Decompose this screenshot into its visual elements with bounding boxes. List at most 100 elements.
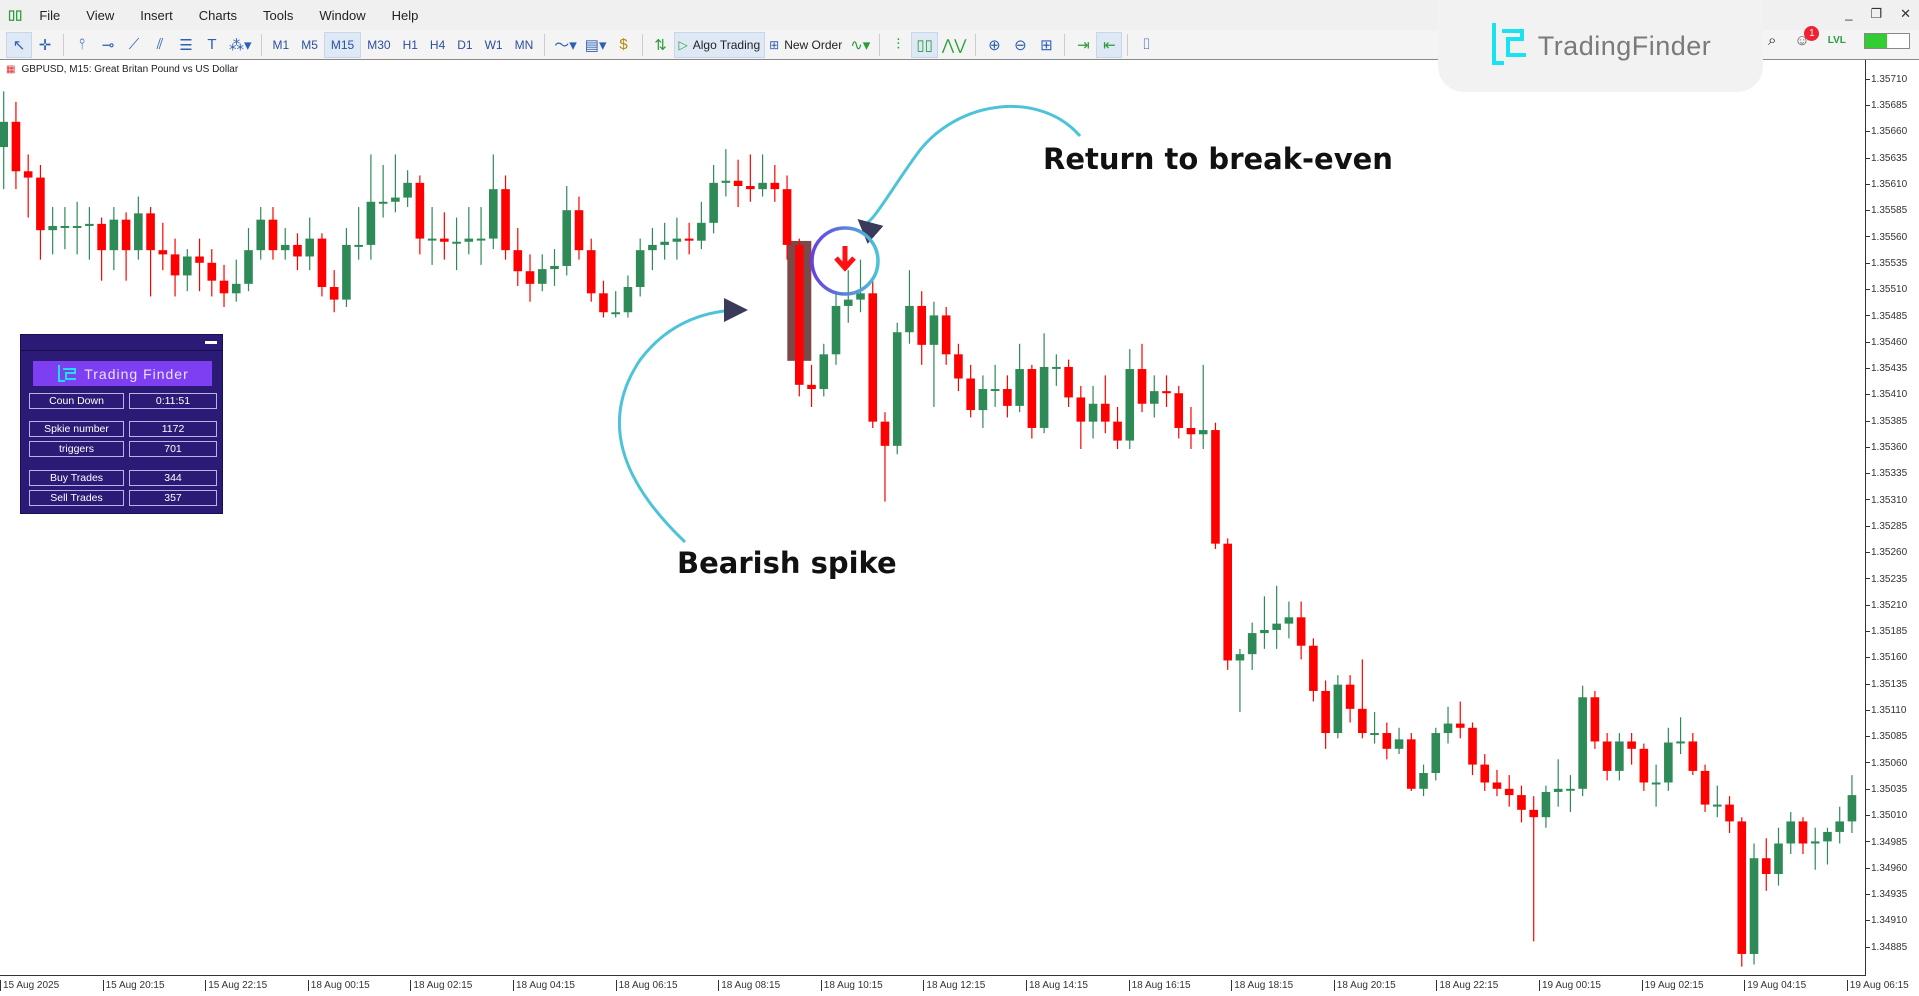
price-chart[interactable]: ▦ GBPUSD, M15: Great Britan Pound vs US …	[0, 60, 1866, 976]
divider	[260, 33, 262, 56]
candle	[586, 238, 596, 302]
candle	[415, 175, 425, 255]
minimize-icon[interactable]: _	[1845, 6, 1853, 21]
candle-body	[1088, 403, 1098, 422]
candle	[72, 201, 82, 255]
candle	[305, 217, 314, 271]
restore-icon[interactable]: ❐	[1870, 6, 1883, 21]
level-icon[interactable]: LVL	[1827, 35, 1846, 46]
close-icon[interactable]: ✕	[1900, 6, 1911, 21]
candle-body	[1517, 795, 1526, 810]
candle	[966, 364, 975, 418]
candle-body	[1553, 788, 1563, 792]
candle-body	[1027, 369, 1037, 428]
crosshair-icon[interactable]: ✛	[38, 36, 52, 54]
menu-insert[interactable]: Insert	[140, 7, 173, 23]
menu-view[interactable]: View	[86, 7, 115, 23]
candlestick-icon[interactable]: ▯▯	[911, 31, 938, 58]
bar-chart-icon[interactable]: ⫶	[896, 36, 901, 53]
candle	[1284, 601, 1294, 639]
minimize-panel-button[interactable]	[205, 341, 217, 344]
price-label: 1.35710	[1866, 74, 1907, 85]
zoom-out-icon[interactable]: ⊖	[1014, 36, 1027, 54]
buy-sell-icon[interactable]: ⇅	[654, 36, 667, 54]
candle-body	[1003, 389, 1012, 406]
chart-list-icon: ▦	[6, 64, 16, 75]
trendline-icon[interactable]: ⟋	[128, 36, 140, 53]
algo-trading-button[interactable]: ▷ Algo Trading	[673, 31, 766, 58]
timeframe-m1[interactable]: M1	[272, 37, 290, 52]
candle	[746, 154, 755, 202]
timeframe-m30[interactable]: M30	[367, 37, 391, 52]
timeframe-h4[interactable]: H4	[429, 37, 446, 52]
play-icon: ▷	[678, 37, 688, 52]
vertical-line-icon[interactable]: ⫯	[78, 36, 86, 53]
candle	[403, 170, 412, 208]
divider	[641, 33, 643, 56]
candle-body	[158, 250, 168, 255]
new-order-button[interactable]: ⊞ New Order	[765, 32, 846, 58]
notifications-button[interactable]: ☺ 1	[1794, 26, 1820, 49]
channel-icon[interactable]: ⫽	[156, 36, 164, 53]
candle	[121, 212, 131, 281]
line-chart-icon[interactable]: ⋀⋁	[941, 36, 967, 54]
price-label: 1.35660	[1866, 126, 1907, 137]
candle-body	[183, 256, 192, 276]
panel-row-spike-number: Spkie number 1172	[29, 421, 217, 437]
spike-panel[interactable]: Trading Finder Coun Down 0:11:51 Spkie nu…	[20, 334, 223, 514]
timeframe-d1[interactable]: D1	[457, 37, 473, 52]
candle-body	[1676, 741, 1685, 744]
candle	[795, 238, 804, 397]
candle-body	[1198, 430, 1208, 435]
timeframe-w1[interactable]: W1	[484, 37, 503, 52]
price-label: 1.35435	[1866, 363, 1907, 374]
candle-body	[305, 238, 314, 257]
menu-window[interactable]: Window	[319, 7, 366, 23]
templates-icon[interactable]: ▤▾	[584, 36, 607, 54]
timeframe-m5[interactable]: M5	[301, 37, 318, 52]
candle	[1419, 764, 1428, 797]
timeframe-m15[interactable]: M15	[323, 31, 362, 58]
sell-trades-label: Sell Trades	[29, 490, 124, 506]
timeframe-mn[interactable]: MN	[514, 37, 534, 52]
candle	[1823, 827, 1832, 865]
candle-body	[501, 189, 510, 251]
signals-icon[interactable]: ∿▾	[850, 36, 871, 54]
candle-body	[85, 223, 94, 226]
zoom-in-icon[interactable]: ⊕	[988, 36, 1001, 54]
time-axis[interactable]: 15 Aug 2025 15 Aug 20:15 15 Aug 22:15 18 Au…	[0, 976, 1909, 996]
chart-shift-icon[interactable]: ⇤	[1096, 31, 1123, 58]
search-icon[interactable]: ⌕	[1768, 32, 1777, 49]
screenshot-icon[interactable]: ⌷	[1141, 36, 1151, 53]
candle-body	[623, 286, 633, 313]
time-label: 18 Aug 16:15	[1128, 980, 1191, 991]
menu-help[interactable]: Help	[391, 7, 419, 23]
menu-file[interactable]: File	[39, 7, 61, 23]
candle	[1431, 727, 1441, 781]
candle	[537, 254, 547, 292]
autoscroll-icon[interactable]: ⇥	[1077, 36, 1090, 54]
timeframe-h1[interactable]: H1	[402, 37, 418, 52]
price-axis[interactable]: 1.35710 1.35685 1.35660 1.35635 1.35610 1.355…	[1866, 60, 1919, 976]
text-icon[interactable]: T	[207, 36, 217, 53]
dollar-icon[interactable]: $	[619, 36, 628, 53]
candle	[48, 207, 57, 255]
candle	[1517, 785, 1526, 823]
candle	[1027, 364, 1037, 439]
candle	[501, 175, 510, 260]
menu-charts[interactable]: Charts	[198, 7, 238, 23]
indicators-icon[interactable]: 〜▾	[554, 37, 577, 54]
candle	[1749, 843, 1759, 965]
candle	[868, 280, 878, 428]
cursor-icon[interactable]: ↖	[6, 31, 32, 58]
horizontal-line-icon[interactable]: ⊸	[101, 36, 115, 54]
candle	[990, 364, 1000, 407]
time-label: 19 Aug 04:15	[1744, 980, 1806, 991]
candle-body	[11, 121, 21, 172]
shapes-icon[interactable]: ⁂▾	[229, 36, 252, 54]
time-label: 15 Aug 22:15	[205, 980, 267, 991]
candle	[391, 154, 400, 213]
grid-icon[interactable]: ⊞	[1040, 36, 1053, 54]
fibonacci-icon[interactable]: ☰	[179, 36, 193, 54]
menu-tools[interactable]: Tools	[263, 7, 294, 23]
